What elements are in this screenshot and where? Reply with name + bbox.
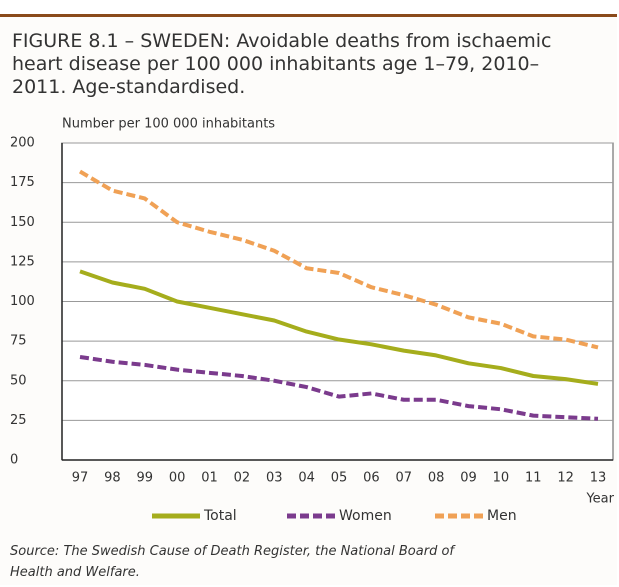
chart-title: FIGURE 8.1 – SWEDEN: Avoidable deaths fr… bbox=[12, 30, 552, 98]
line-2 bbox=[78, 169, 599, 350]
x-tick-label: 98 bbox=[104, 471, 121, 486]
y-tick-label: 150 bbox=[10, 215, 35, 230]
line-1 bbox=[79, 354, 599, 421]
y-axis-label: Number per 100 000 inhabitants bbox=[62, 117, 275, 132]
x-tick-label: 13 bbox=[590, 471, 607, 486]
legend-label: Women bbox=[339, 508, 392, 524]
x-tick-label: 02 bbox=[234, 471, 251, 486]
x-tick-label: 05 bbox=[331, 471, 348, 486]
x-tick-label: 08 bbox=[428, 471, 445, 486]
x-axis-label: Year bbox=[585, 492, 614, 507]
x-tick-label: 01 bbox=[201, 471, 218, 486]
y-tick-label: 25 bbox=[10, 413, 27, 428]
x-tick-label: 07 bbox=[395, 471, 412, 486]
y-tick-label: 200 bbox=[10, 136, 35, 151]
x-tick-label: 04 bbox=[298, 471, 315, 486]
y-tick-label: 75 bbox=[10, 334, 27, 349]
x-tick-label: 97 bbox=[72, 471, 89, 486]
y-tick-label: 125 bbox=[10, 254, 35, 269]
x-tick-label: 10 bbox=[493, 471, 510, 486]
x-tick-label: 11 bbox=[525, 471, 542, 486]
legend-label: Total bbox=[203, 508, 237, 524]
y-tick-label: 0 bbox=[10, 453, 18, 468]
source-note: Source: The Swedish Cause of Death Regis… bbox=[10, 544, 454, 580]
y-tick-label: 100 bbox=[10, 294, 35, 309]
x-tick-label: 99 bbox=[136, 471, 153, 486]
x-tick-label: 03 bbox=[266, 471, 283, 486]
x-tick-label: 12 bbox=[557, 471, 574, 486]
x-tick-label: 09 bbox=[460, 471, 477, 486]
x-tick-label: 00 bbox=[169, 471, 186, 486]
x-tick-label: 06 bbox=[363, 471, 380, 486]
legend-label: Men bbox=[487, 508, 517, 524]
line-0 bbox=[79, 269, 599, 386]
y-tick-label: 50 bbox=[10, 373, 27, 388]
y-tick-label: 175 bbox=[10, 175, 35, 190]
